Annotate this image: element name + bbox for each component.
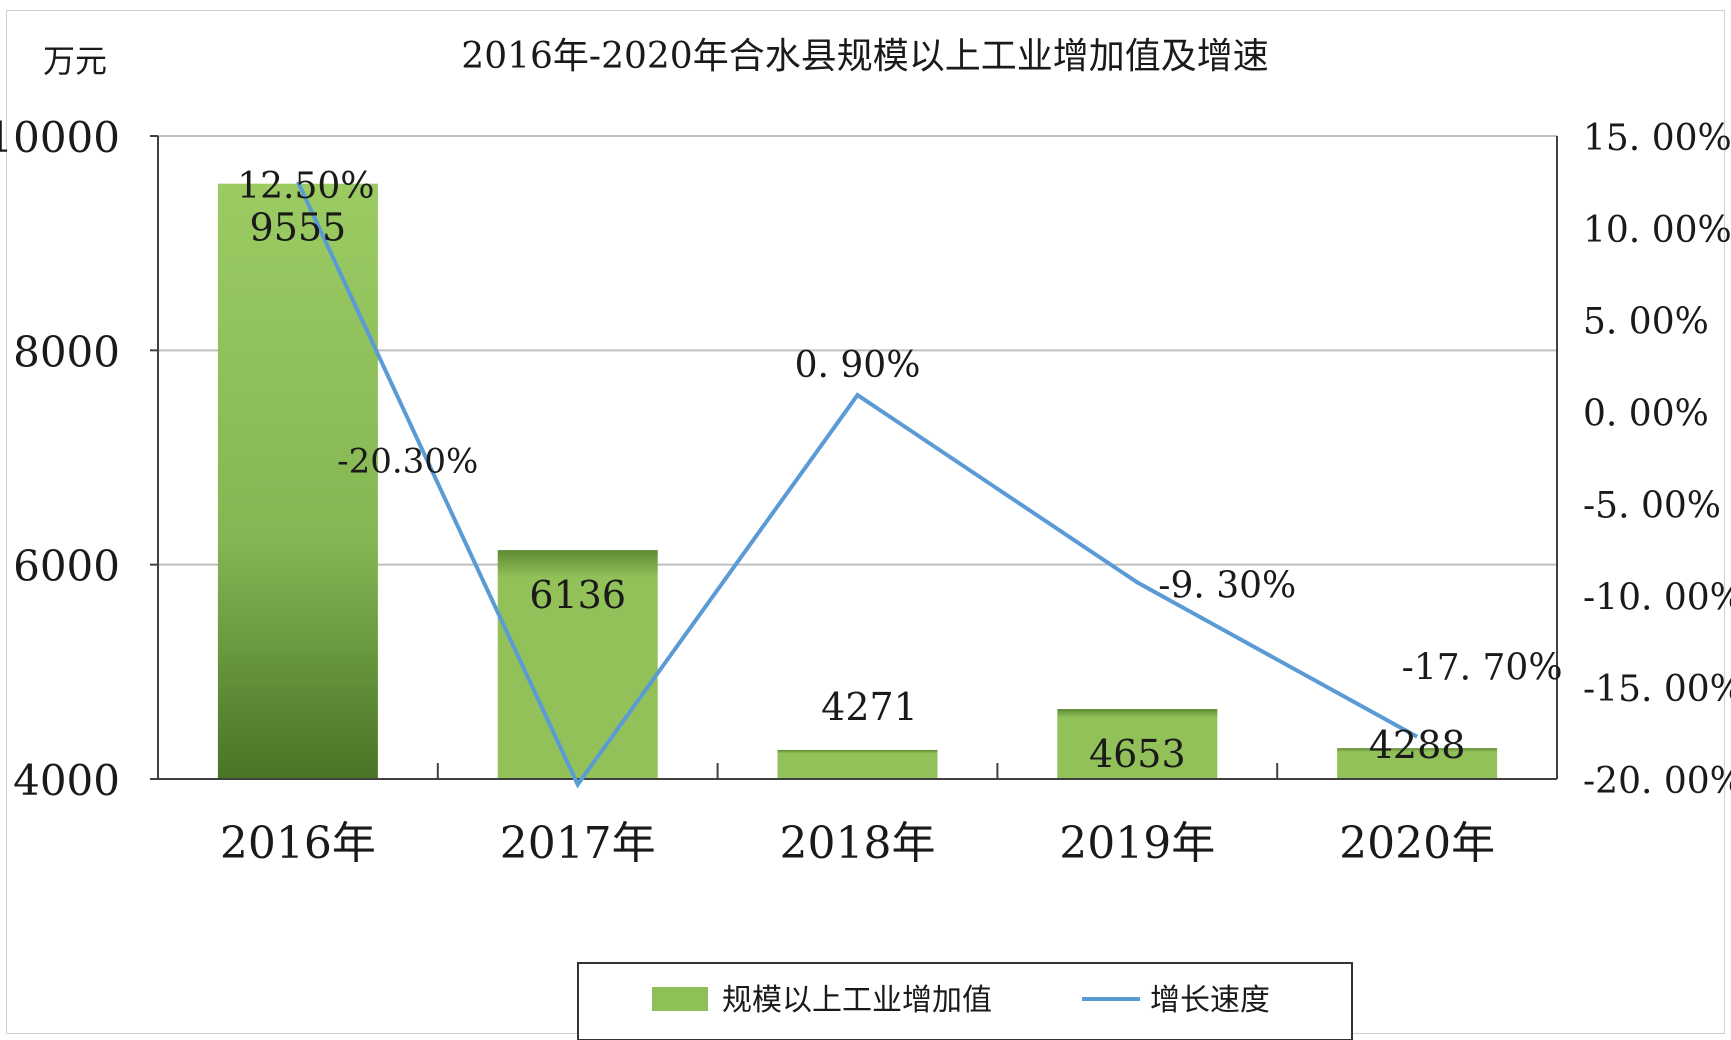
x-tick-label: 2018年 [780,818,936,869]
bar [1337,748,1498,779]
legend-line-label: 增长速度 [1150,983,1270,1018]
y-right-tick-label: 15. 00% [1583,118,1731,159]
y-right-tick-label: -10. 00% [1583,577,1731,618]
x-tick-label: 2019年 [1059,818,1215,869]
bar-value-label: 4271 [821,685,918,729]
line-value-label: 0. 90% [795,345,921,386]
bar [1057,709,1218,779]
x-tick-label: 2016年 [220,818,376,869]
y-right-tick-label: 0. 00% [1583,394,1709,435]
x-tick-label: 2017年 [500,818,656,869]
y-left-tick-label: 4000 [13,756,120,805]
tick-labels: 4000 6000 8000 10000 15. 00% 10. 00% 5. 00% 0. … [0,113,1731,869]
line-value-label: -9. 30% [1158,565,1296,606]
grid-lines [158,135,1557,566]
bar-value-label: 9555 [250,206,347,250]
y-left-tick-label: 8000 [13,327,120,376]
y-right-tick-label: 10. 00% [1583,210,1731,251]
bar [497,550,658,779]
data-labels: 9555 6136 4271 4653 4288 12.50% -20.30% 0. 90% -… [237,166,1562,776]
line-value-label: 12.50% [237,166,374,207]
line-series [296,181,1419,789]
y-left-tick-label: 6000 [13,542,120,591]
legend: 规模以上工业增加值 增长速度 [577,962,1353,1040]
axes [150,135,1558,780]
y-right-tick-label: 5. 00% [1583,302,1709,343]
y-right-tick-label: -5. 00% [1583,485,1721,526]
line-value-label: -17. 70% [1402,648,1563,689]
bar-value-label: 6136 [529,573,626,617]
x-tick-label: 2020年 [1339,818,1495,869]
chart-title: 2016年-2020年合水县规模以上工业增加值及增速 [461,36,1268,77]
y-right-tick-label: -15. 00% [1583,669,1731,710]
bar [777,749,938,779]
bar [217,183,378,780]
legend-bar-swatch [652,987,708,1011]
bar-series [217,183,1498,780]
legend-bar-label: 规模以上工业增加值 [722,983,992,1018]
y-left-tick-label: 10000 [0,113,120,162]
bar-value-label: 4653 [1089,732,1186,776]
y-left-unit: 万元 [43,42,107,80]
bar-value-label: 4288 [1369,723,1466,767]
line-value-label: -20.30% [337,442,478,482]
y-right-tick-label: -20. 00% [1583,761,1731,802]
